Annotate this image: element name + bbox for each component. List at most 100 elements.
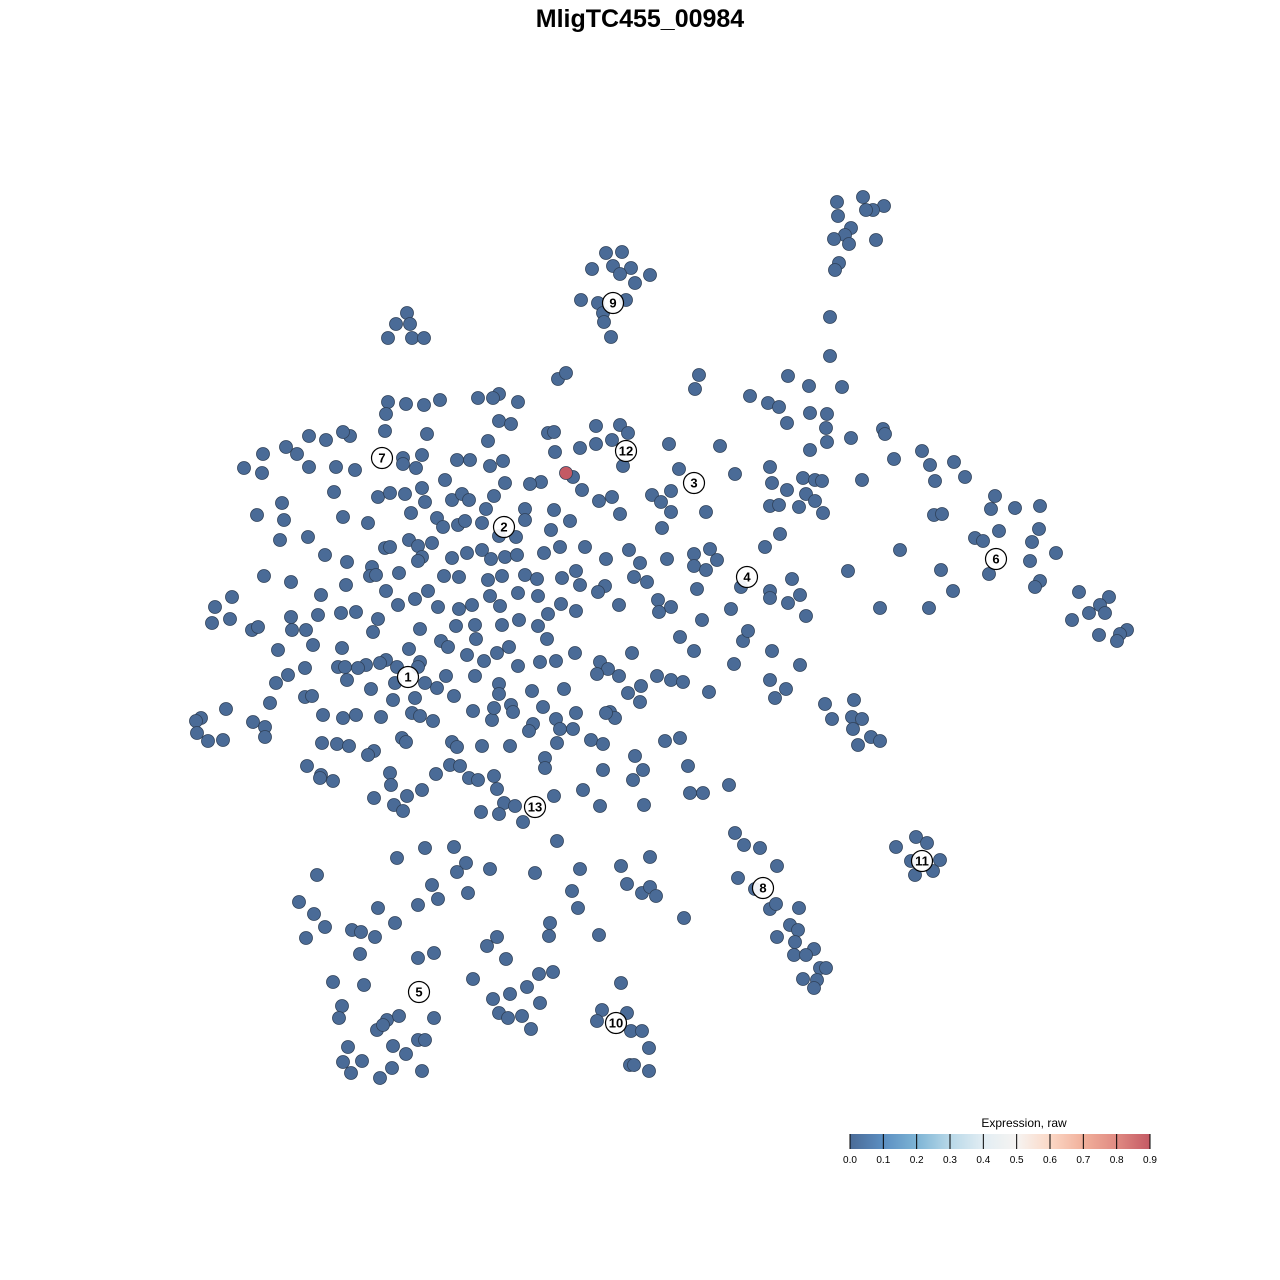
data-point [492,414,506,428]
data-point [753,841,767,855]
data-point [399,735,413,749]
data-point [250,508,264,522]
data-point [787,948,801,962]
data-point [842,237,856,251]
data-point [391,598,405,612]
cluster-label: 3 [682,471,706,495]
data-point [640,575,654,589]
data-point [458,514,472,528]
data-point [201,734,215,748]
data-point [388,916,402,930]
cluster-label-circle [407,980,431,1004]
data-point [381,331,395,345]
data-point [765,644,779,658]
data-point [541,607,555,621]
data-point [681,759,695,773]
data-point [873,734,887,748]
cluster-label-circle [984,547,1008,571]
data-point [573,578,587,592]
data-point [878,427,892,441]
data-point [307,907,321,921]
data-point [342,739,356,753]
data-point [847,693,861,707]
points-layer [189,190,1134,1085]
data-point [695,613,709,627]
data-point [585,262,599,276]
data-point [573,441,587,455]
data-point [512,613,526,627]
cluster-label-text: 3 [690,476,697,491]
data-point [652,605,666,619]
data-point [396,804,410,818]
data-point [533,655,547,669]
data-point [613,507,627,521]
data-point [615,245,629,259]
data-point [547,503,561,517]
data-point [649,889,663,903]
data-point [498,550,512,564]
data-point [772,400,786,414]
data-point [257,569,271,583]
data-point [339,578,353,592]
data-point [438,473,452,487]
data-point [569,564,583,578]
data-point [626,773,640,787]
data-point [550,834,564,848]
data-point [743,389,757,403]
data-point [518,568,532,582]
cluster-label: 8 [751,876,775,900]
data-point [493,599,507,613]
data-point [427,1011,441,1025]
data-point [411,554,425,568]
cluster-label-circle [492,515,516,539]
data-point [781,369,795,383]
data-point [452,570,466,584]
data-point [781,596,795,610]
data-point [495,618,509,632]
data-point [336,510,350,524]
data-point [915,444,929,458]
data-point [819,961,833,975]
colorbar-tick-label: 0.9 [1143,1155,1157,1166]
data-point [537,546,551,560]
data-point [373,656,387,670]
data-point [319,433,333,447]
data-point [591,585,605,599]
data-point [1102,590,1116,604]
data-point [433,393,447,407]
data-point [593,799,607,813]
data-point [627,570,641,584]
data-point [596,737,610,751]
data-point [628,749,642,763]
cluster-label-text: 8 [759,881,766,896]
data-point [793,588,807,602]
data-point [502,640,516,654]
cluster-label: 9 [601,291,625,315]
data-point [1082,606,1096,620]
data-point [273,533,287,547]
data-point [431,600,445,614]
cluster-label-text: 2 [500,520,507,535]
data-point [371,901,385,915]
data-point [208,600,222,614]
cluster-label: 12 [614,439,638,463]
data-point [525,684,539,698]
data-point [481,573,495,587]
data-point [758,540,772,554]
data-point [614,859,628,873]
data-point [466,704,480,718]
data-point [511,659,525,673]
data-point [846,722,860,736]
data-point [530,572,544,586]
data-point [349,708,363,722]
colorbar-tick-label: 0.5 [1010,1155,1024,1166]
data-point [515,1009,529,1023]
data-point [418,495,432,509]
data-point [301,530,315,544]
data-point [344,1066,358,1080]
data-point [396,457,410,471]
data-point [590,667,604,681]
data-point [622,543,636,557]
data-point [1098,606,1112,620]
data-point [654,495,668,509]
